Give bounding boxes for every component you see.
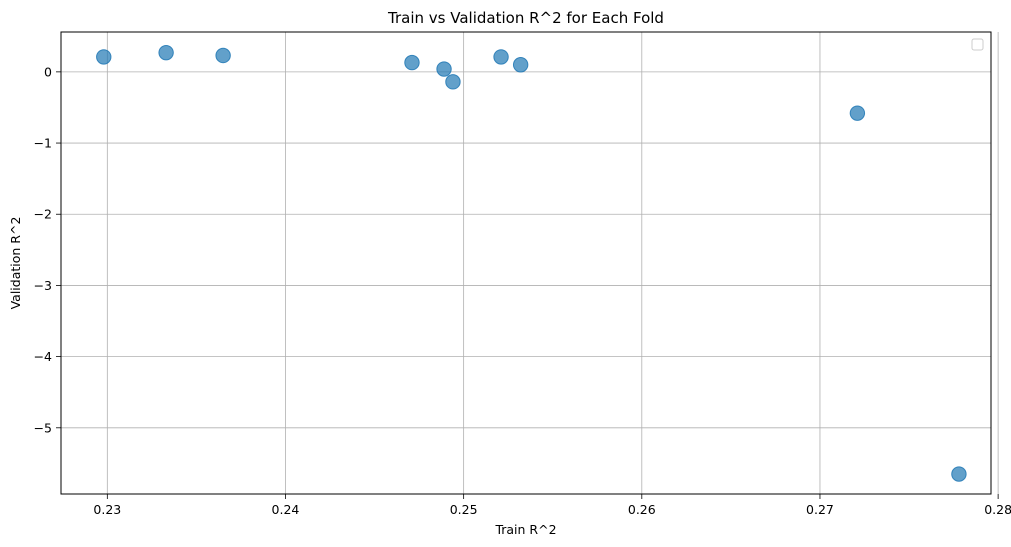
scatter-point [96, 49, 112, 65]
plot-frame [60, 31, 992, 495]
scatter-point [436, 61, 452, 77]
scatter-point [404, 54, 420, 71]
x-tick-label: 0.26 [628, 502, 656, 517]
y-axis-ticks: 0 −1 −2 −3 −4 −5 [34, 64, 61, 435]
chart-title: Train vs Validation R^2 for Each Fold [387, 9, 664, 27]
scatter-point [951, 466, 967, 482]
x-axis-ticks: 0.23 0.24 0.25 0.26 0.27 0.28 [93, 494, 1011, 517]
y-tick-label: −5 [34, 420, 52, 435]
x-tick-label: 0.28 [984, 502, 1011, 517]
grid [61, 32, 999, 494]
scatter-point [512, 57, 529, 73]
y-axis-label: Validation R^2 [8, 217, 23, 310]
x-axis-label: Train R^2 [494, 522, 556, 537]
y-tick-label: −4 [34, 349, 52, 364]
scatter-point [215, 47, 231, 64]
x-tick-label: 0.25 [450, 502, 478, 517]
data-points [96, 44, 967, 482]
y-tick-label: 0 [44, 64, 52, 79]
x-tick-label: 0.23 [93, 502, 121, 517]
scatter-point [158, 44, 174, 61]
y-tick-label: −3 [34, 278, 52, 293]
scatter-point [445, 74, 461, 90]
x-tick-label: 0.27 [806, 502, 834, 517]
scatter-point [493, 49, 509, 65]
y-tick-label: −1 [34, 136, 52, 151]
scatter-point [849, 105, 866, 121]
legend-box [971, 38, 984, 51]
x-tick-label: 0.24 [272, 502, 300, 517]
y-tick-label: −2 [34, 207, 52, 222]
